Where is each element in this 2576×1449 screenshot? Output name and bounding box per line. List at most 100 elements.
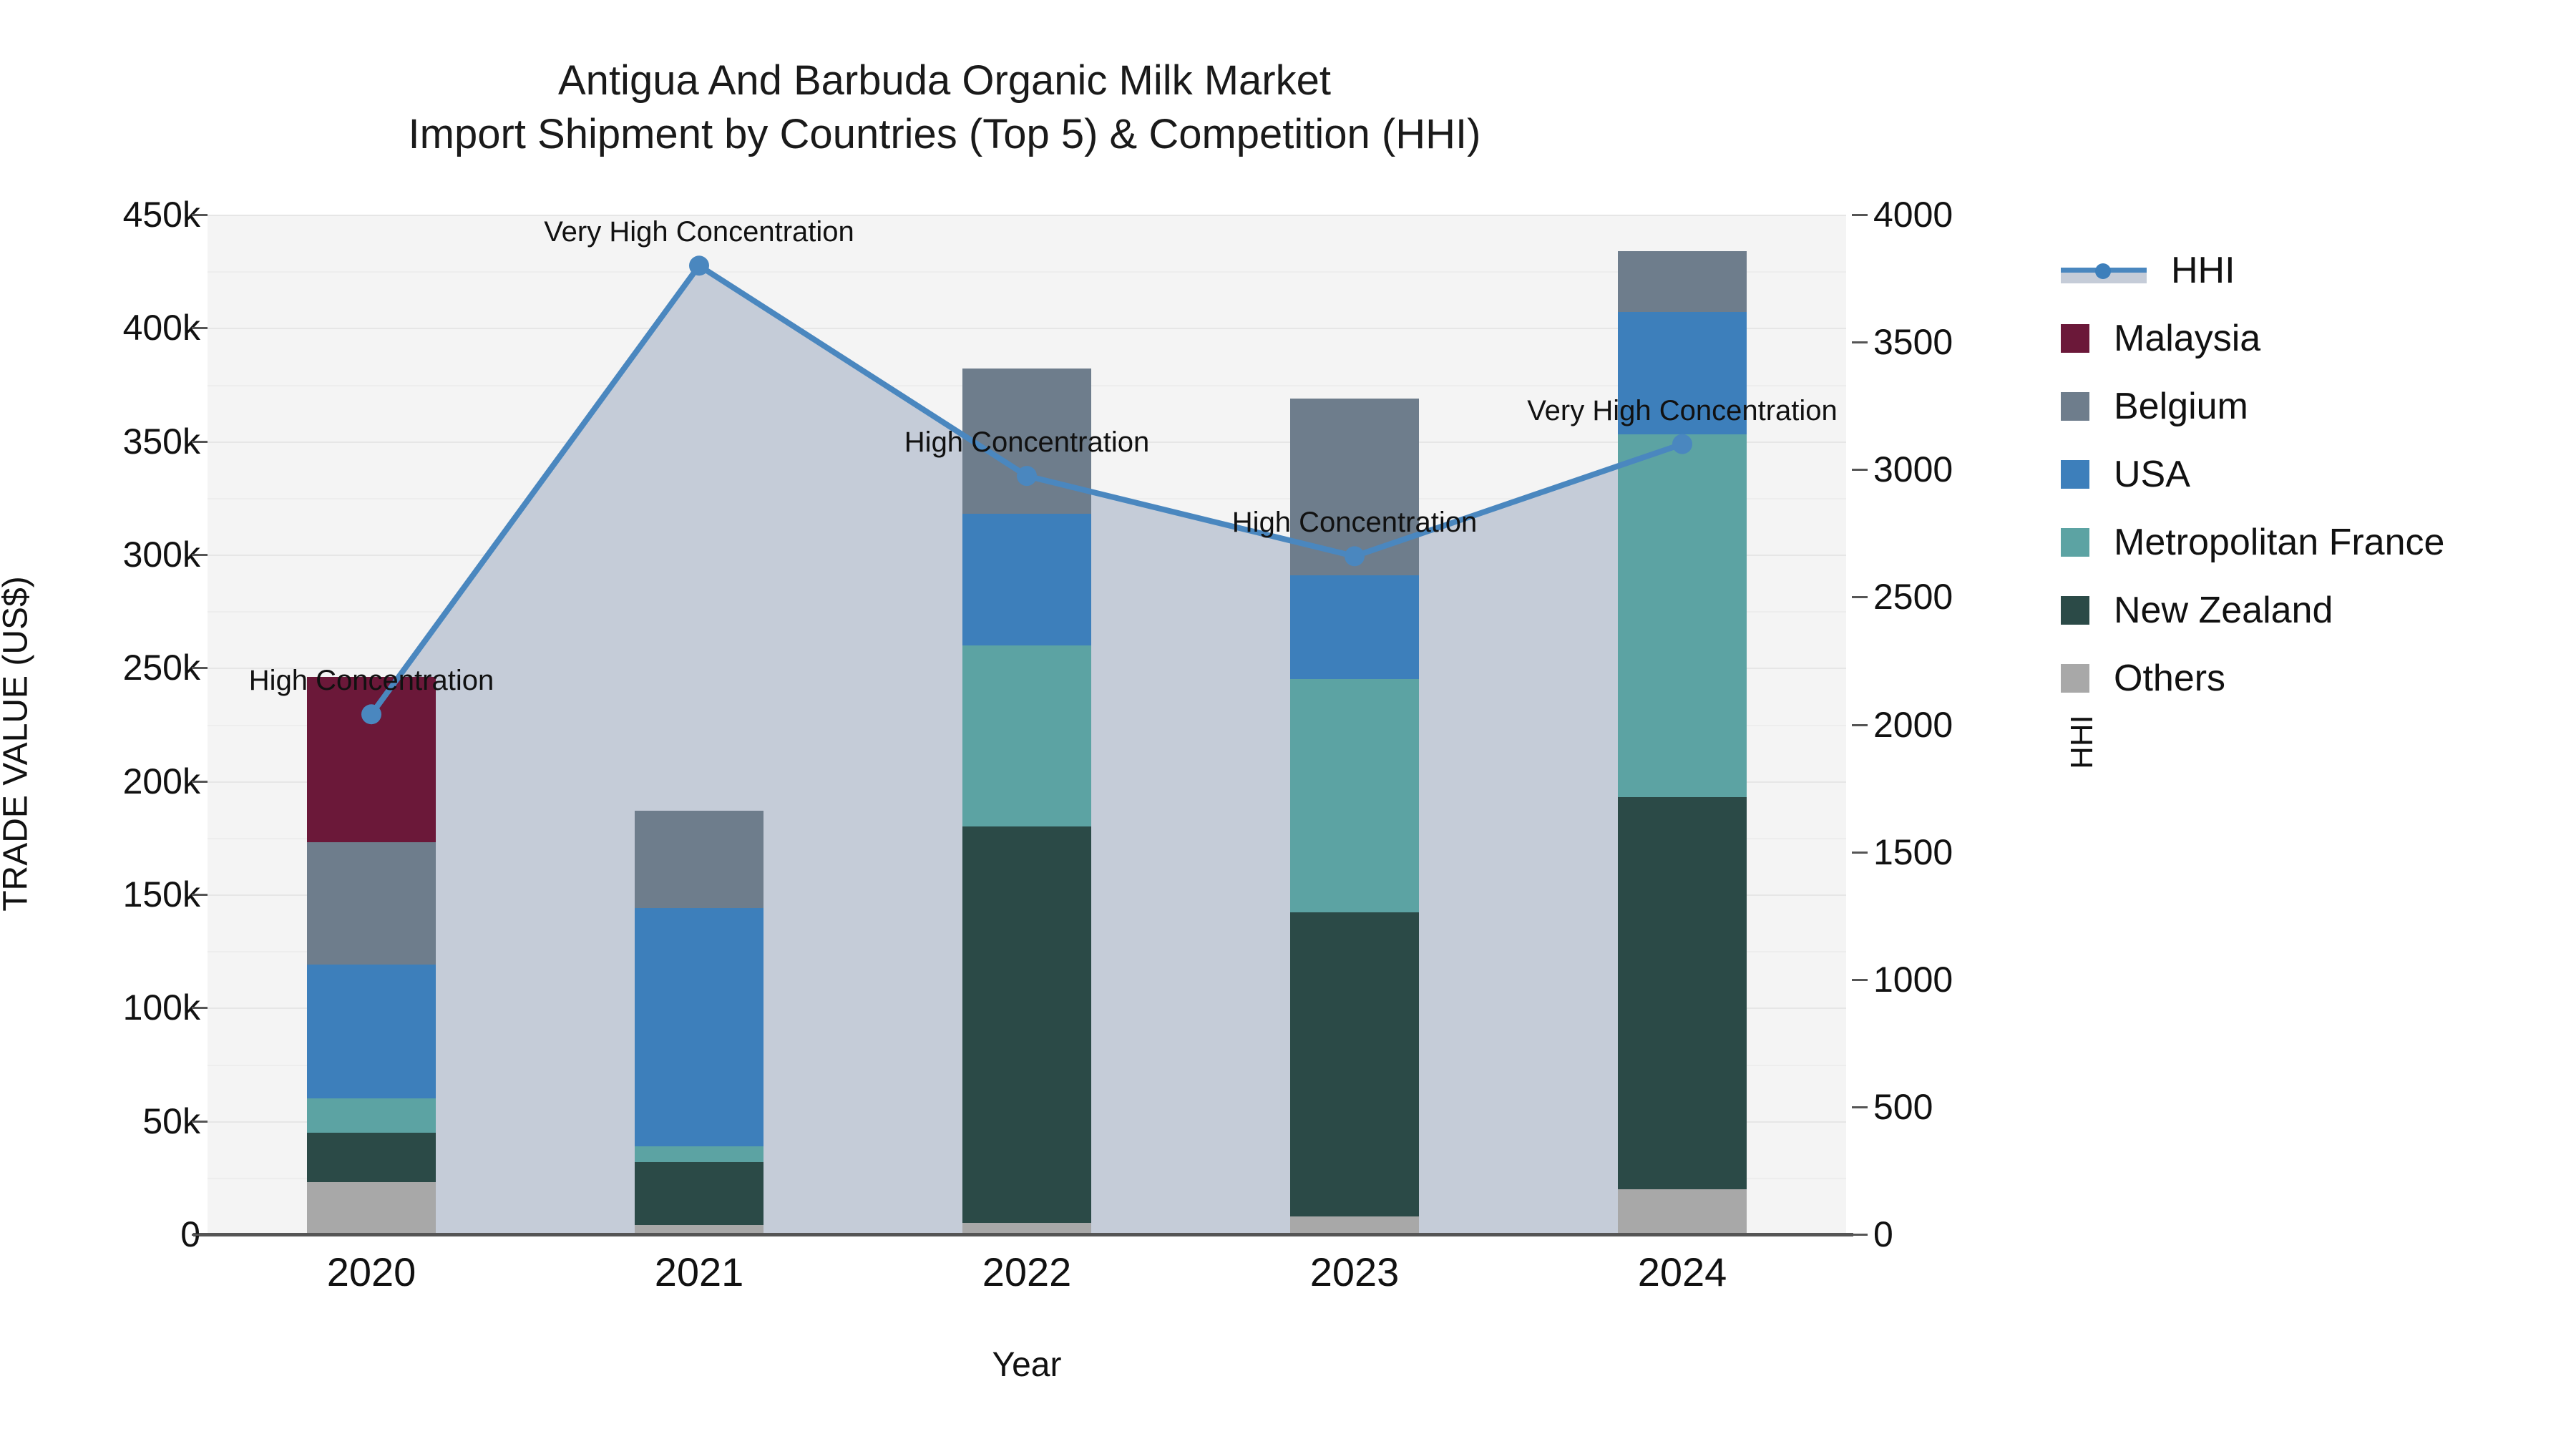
y-axis-right-tick-label: 0 bbox=[1873, 1214, 1893, 1254]
legend-item[interactable]: Others bbox=[2061, 644, 2562, 712]
y-axis-left-tick-mark bbox=[192, 780, 208, 783]
y-axis-right-tick-mark bbox=[1852, 596, 1868, 599]
legend: HHI Malaysia Belgium USA Metropolitan France… bbox=[2061, 236, 2562, 712]
hhi-line bbox=[369, 261, 1684, 716]
y-axis-left-tick-label: 50k bbox=[142, 1101, 200, 1141]
bar-segment[interactable] bbox=[1290, 575, 1419, 680]
bar-segment[interactable] bbox=[1618, 250, 1747, 313]
legend-item-label: New Zealand bbox=[2114, 589, 2333, 631]
hhi-annotation-label: Very High Concentration bbox=[1527, 394, 1838, 426]
bar-segment[interactable] bbox=[1618, 434, 1747, 797]
gridline bbox=[208, 271, 1846, 273]
y-axis-right-tick-label: 1000 bbox=[1873, 959, 1953, 1000]
y-axis-right: 0 500 1000 1500 2000 2500 3000 3500 4000 bbox=[1852, 0, 2067, 1449]
bar-segment[interactable] bbox=[1618, 796, 1747, 1189]
bar-segment[interactable] bbox=[635, 908, 763, 1146]
bar-segment[interactable] bbox=[1290, 1216, 1419, 1234]
bar-segment[interactable] bbox=[962, 514, 1091, 645]
bar-segment[interactable] bbox=[635, 1161, 763, 1226]
hhi-annotation-label: High Concentration bbox=[248, 665, 494, 697]
hhi-annotation-label: High Concentration bbox=[1231, 507, 1478, 539]
x-axis-title: Year bbox=[992, 1346, 1062, 1384]
y-axis-right-tick-mark bbox=[1852, 1106, 1868, 1108]
y-axis-right-tick-label: 1500 bbox=[1873, 831, 1953, 872]
legend-line-icon bbox=[2061, 256, 2147, 285]
bar-segment[interactable] bbox=[635, 810, 763, 908]
y-axis-right-tick-label: 2500 bbox=[1873, 577, 1953, 618]
y-axis-right-tick-mark bbox=[1852, 978, 1868, 981]
x-axis-tick-label: 2022 bbox=[982, 1249, 1072, 1294]
hhi-data-point[interactable] bbox=[1017, 466, 1037, 487]
y-axis-left-title: TRADE VALUE (US$) bbox=[0, 576, 35, 912]
y-axis-left-tick-label: 150k bbox=[122, 874, 200, 914]
y-axis-left-tick-mark bbox=[192, 440, 208, 443]
legend-item[interactable]: HHI bbox=[2061, 236, 2562, 304]
y-axis-left-tick-label: 300k bbox=[122, 535, 200, 575]
legend-item[interactable]: New Zealand bbox=[2061, 576, 2562, 644]
legend-color-swatch bbox=[2061, 459, 2089, 489]
y-axis-right-tick-label: 3000 bbox=[1873, 449, 1953, 490]
hhi-data-point[interactable] bbox=[1345, 546, 1365, 567]
legend-item[interactable]: USA bbox=[2061, 440, 2562, 508]
bar-segment[interactable] bbox=[962, 826, 1091, 1224]
bar-segment[interactable] bbox=[307, 842, 436, 965]
y-axis-left-tick-label: 350k bbox=[122, 421, 200, 462]
y-axis-right-tick-mark bbox=[1852, 469, 1868, 472]
legend-item-label: Belgium bbox=[2114, 385, 2248, 427]
x-axis-tick-label: 2024 bbox=[1637, 1249, 1727, 1294]
y-axis-right-tick-mark bbox=[1852, 723, 1868, 726]
y-axis-right-tick-mark bbox=[1852, 851, 1868, 854]
gridline bbox=[208, 215, 1846, 216]
legend-item[interactable]: Malaysia bbox=[2061, 304, 2562, 372]
x-axis-tick-label: 2021 bbox=[654, 1249, 744, 1294]
y-axis-right-tick-label: 500 bbox=[1873, 1086, 1933, 1127]
legend-item[interactable]: Belgium bbox=[2061, 372, 2562, 440]
hhi-line-overlay bbox=[361, 255, 1692, 725]
bar-segment[interactable] bbox=[962, 369, 1091, 514]
legend-item-label: USA bbox=[2114, 453, 2190, 495]
y-axis-left-tick-mark bbox=[192, 1234, 208, 1236]
y-axis-left-tick-mark bbox=[192, 1120, 208, 1123]
bar-segment[interactable] bbox=[1290, 679, 1419, 913]
legend-color-swatch bbox=[2061, 323, 2089, 353]
x-axis-tick-label: 2020 bbox=[326, 1249, 416, 1294]
legend-item-label: Others bbox=[2114, 657, 2226, 699]
chart-title: Antigua And Barbuda Organic Milk Market … bbox=[0, 54, 1889, 162]
y-axis-left-tick-label: 450k bbox=[122, 195, 200, 235]
y-axis-left-tick-mark bbox=[192, 894, 208, 896]
bar-segment[interactable] bbox=[307, 1132, 436, 1183]
y-axis-left-tick-label: 250k bbox=[122, 648, 200, 688]
hhi-data-point[interactable] bbox=[361, 704, 381, 725]
y-axis-left-tick-mark bbox=[192, 214, 208, 216]
x-axis-line bbox=[193, 1233, 1853, 1236]
legend-item[interactable]: Metropolitan France bbox=[2061, 508, 2562, 576]
bar-segment[interactable] bbox=[307, 1182, 436, 1234]
bar-segment[interactable] bbox=[635, 1225, 763, 1234]
y-axis-right-tick-mark bbox=[1852, 214, 1868, 216]
hhi-data-point[interactable] bbox=[1672, 434, 1692, 454]
bar-segment[interactable] bbox=[307, 1098, 436, 1133]
y-axis-left-tick-mark bbox=[192, 327, 208, 330]
y-axis-right-tick-label: 4000 bbox=[1873, 195, 1953, 235]
legend-color-swatch bbox=[2061, 391, 2089, 421]
bar-segment[interactable] bbox=[962, 1223, 1091, 1234]
bar-segment[interactable] bbox=[307, 965, 436, 1098]
chart-title-line1: Antigua And Barbuda Organic Milk Market bbox=[558, 57, 1331, 104]
legend-color-swatch bbox=[2061, 527, 2089, 557]
bar-segment[interactable] bbox=[962, 645, 1091, 826]
gridline bbox=[208, 328, 1846, 330]
y-axis-left-tick-mark bbox=[192, 554, 208, 556]
bar-segment[interactable] bbox=[1618, 1189, 1747, 1234]
y-axis-left-tick-mark bbox=[192, 1007, 208, 1010]
x-axis-tick-label: 2023 bbox=[1309, 1249, 1400, 1294]
bar-segment[interactable] bbox=[1290, 912, 1419, 1216]
hhi-data-point[interactable] bbox=[689, 255, 709, 276]
legend-item-label: Malaysia bbox=[2114, 317, 2261, 359]
bar-segment[interactable] bbox=[1618, 312, 1747, 435]
plot-area: High Concentration Very High Concentratio… bbox=[208, 215, 1846, 1236]
legend-item-label: Metropolitan France bbox=[2114, 521, 2445, 563]
legend-item-label: HHI bbox=[2171, 249, 2235, 291]
bar-segment[interactable] bbox=[635, 1146, 763, 1162]
legend-color-swatch bbox=[2061, 663, 2089, 693]
